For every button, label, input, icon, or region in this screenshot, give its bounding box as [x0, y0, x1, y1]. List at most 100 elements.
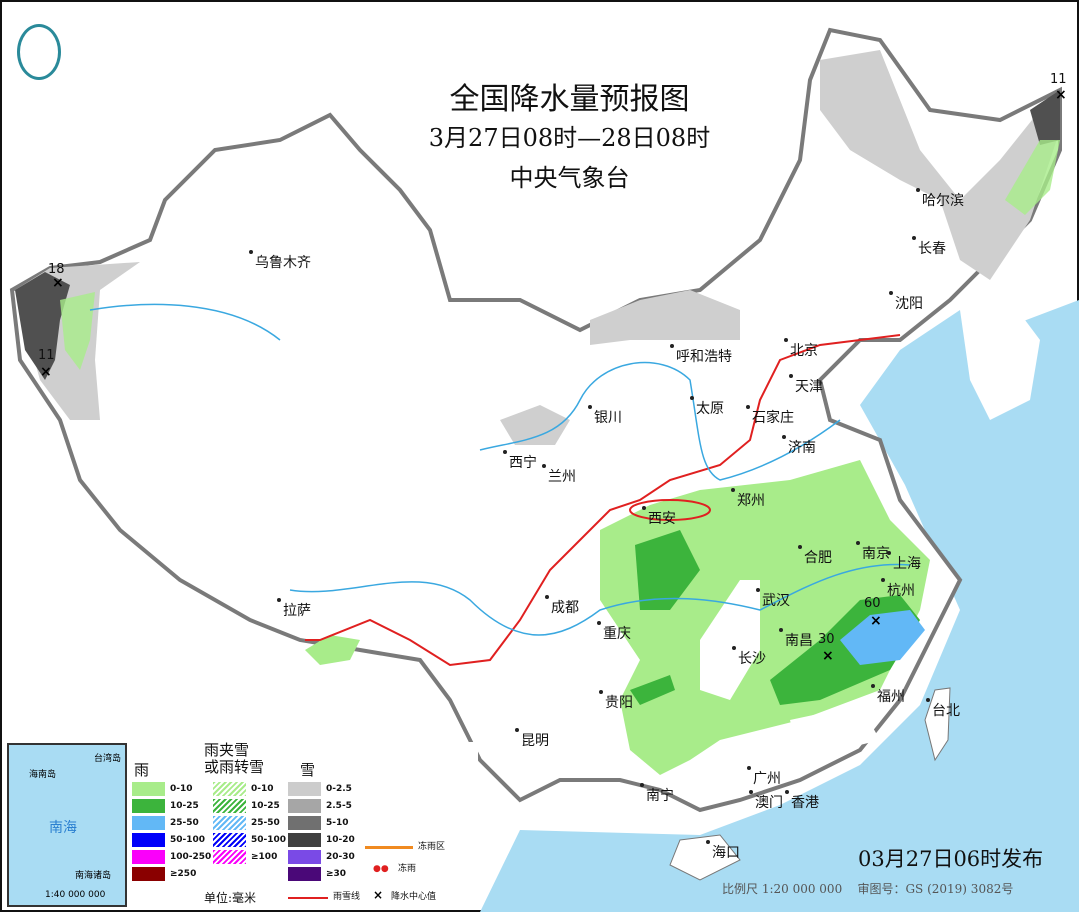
legend-swatch-rain [132, 782, 165, 796]
inset-island: 台湾岛 [94, 754, 122, 764]
legend-label-snow: 10-20 [326, 835, 355, 845]
precip-center-value: 60 [864, 596, 881, 611]
rain-dry-gap-south [790, 705, 880, 760]
legend-swatch-snow [288, 782, 321, 796]
city-label: 昆明 [515, 728, 549, 750]
city-label: 海口 [706, 840, 740, 862]
legend-rain-title: 雨 [134, 761, 150, 779]
city-label: 郑州 [731, 488, 765, 510]
city-label: 重庆 [597, 621, 631, 643]
city-label: 台北 [926, 698, 960, 720]
legend-label-sleet: 25-50 [251, 818, 280, 828]
legend-label-rain: 10-25 [170, 801, 199, 811]
city-label: 贵阳 [599, 690, 633, 712]
snow-area-north [590, 290, 740, 345]
rain-moderate-shaanxi [635, 530, 700, 610]
snow-heavy-west [15, 272, 70, 380]
scale-and-review: 比例尺 1:20 000 000 审图号：GS (2019) 3082号 [722, 880, 1013, 897]
city-label: 成都 [545, 595, 579, 617]
south-china-sea-inset: 南海 海南岛 台湾岛 南海诸岛 1:40 000 000 [7, 743, 127, 907]
city-label: 济南 [782, 435, 816, 457]
legend-swatch-rain [132, 850, 165, 864]
center-marker: × [1055, 87, 1067, 103]
freezing-rain-icon: ●● [373, 864, 389, 874]
precip-center-value: 11 [38, 348, 55, 363]
sea [480, 300, 1079, 912]
legend-swatch-snow [288, 850, 321, 864]
rain-snow-line [305, 334, 901, 667]
legend-swatch-sleet [213, 850, 246, 864]
legend-swatch-rain [132, 867, 165, 881]
legend: 雨 雨夹雪 或雨转雪 雪 0-10 10-25 25-50 50-100 100-250… [128, 742, 478, 908]
center-marker: × [40, 364, 52, 380]
legend-label-rain: 100-250 [170, 852, 212, 862]
legend-snow-title: 雪 [300, 761, 316, 779]
review-number: 审图号：GS (2019) 3082号 [857, 882, 1014, 896]
legend-label-sleet: ≥100 [251, 852, 278, 862]
city-label: 石家庄 [746, 405, 794, 427]
center-marker: × [822, 648, 834, 664]
legend-label-rain: 25-50 [170, 818, 199, 828]
rain-snow-line-loop [629, 499, 711, 521]
precip-center-value: 18 [48, 262, 65, 277]
city-label: 广州 [747, 766, 781, 788]
legend-symbol-label: 冻雨 [398, 864, 417, 874]
city-label: 杭州 [881, 578, 915, 600]
snow-area-qinghai [500, 405, 570, 445]
city-label: 合肥 [798, 545, 832, 567]
korea-land [960, 300, 1040, 420]
legend-label-snow: 20-30 [326, 852, 355, 862]
legend-label-sleet: 10-25 [251, 801, 280, 811]
hainan-island [669, 834, 741, 881]
tarim-river [89, 303, 281, 341]
legend-swatch-snow [288, 867, 321, 881]
center-marker: × [52, 275, 64, 291]
legend-label-sleet: 0-10 [251, 784, 274, 794]
precip-center-value: 30 [818, 632, 835, 647]
taiwan-island [924, 687, 951, 762]
legend-label-rain: ≥250 [170, 869, 197, 879]
snow-heavy-northeast [1030, 90, 1060, 145]
legend-swatch-sleet [213, 833, 246, 847]
city-label: 沈阳 [889, 291, 923, 313]
snow-area-northeast [820, 50, 1060, 280]
map-scale: 比例尺 1:20 000 000 [722, 882, 843, 896]
city-label: 长春 [912, 236, 946, 258]
rain-dry-gap [700, 580, 760, 700]
legend-label-snow: 2.5-5 [326, 801, 352, 811]
city-label: 兰州 [542, 464, 576, 486]
city-label: 香港 [785, 790, 819, 812]
city-label: 西宁 [503, 450, 537, 472]
map-title: 全国降水量预报图 [449, 82, 690, 117]
legend-swatch-sleet [213, 816, 246, 830]
inset-island: 南海诸岛 [75, 871, 112, 881]
inset-scale: 1:40 000 000 [45, 890, 106, 900]
legend-swatch-rain [132, 833, 165, 847]
inset-island: 海南岛 [29, 770, 57, 780]
legend-swatch-rain [132, 816, 165, 830]
city-label: 长沙 [732, 646, 766, 668]
city-label: 乌鲁木齐 [249, 250, 311, 272]
legend-symbol-label: 降水中心值 [391, 892, 437, 902]
legend-label-snow: 0-2.5 [326, 784, 352, 794]
city-label: 哈尔滨 [916, 188, 964, 210]
freezing-rain-zone-symbol [365, 846, 413, 849]
legend-swatch-snow [288, 833, 321, 847]
rain-moderate-guizhou [630, 675, 675, 705]
cma-logo [17, 24, 61, 80]
yellow-river [479, 361, 841, 481]
city-label: 南昌 [779, 628, 813, 650]
inset-sea-label: 南海 [49, 820, 77, 836]
legend-swatch-sleet [213, 782, 246, 796]
legend-swatch-sleet [213, 799, 246, 813]
city-label: 天津 [789, 374, 823, 396]
sleet-area-northeast [1005, 140, 1060, 215]
rain-area-tibet-south [305, 635, 360, 665]
yangtze-river [289, 563, 911, 636]
city-label: 北京 [784, 338, 818, 360]
issuer: 中央气象台 [509, 164, 630, 192]
legend-label-rain: 0-10 [170, 784, 193, 794]
city-label: 呼和浩特 [670, 344, 732, 366]
city-label: 澳门 [749, 790, 783, 812]
